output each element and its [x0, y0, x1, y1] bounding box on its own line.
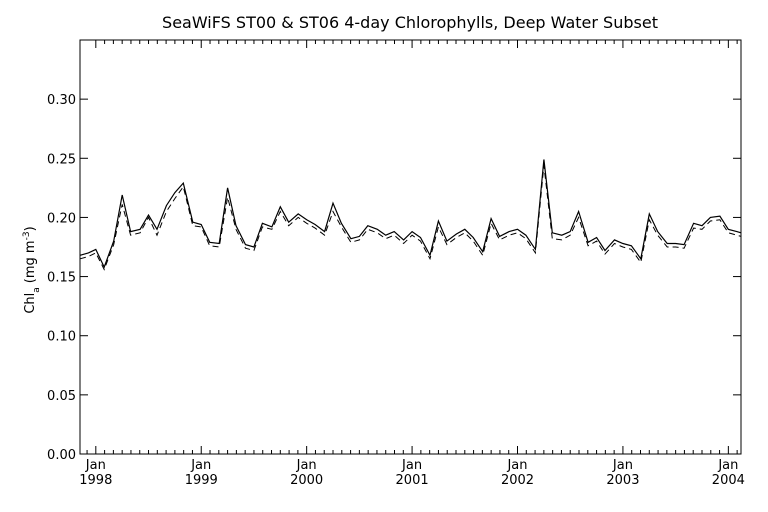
y-tick-label: 0.20 — [47, 211, 76, 226]
y-axis-label-unit-sup: -3 — [22, 231, 32, 240]
y-axis: 0.00 0.05 0.10 0.15 0.20 0.25 0.30 — [47, 93, 741, 463]
y-tick-label: 0.00 — [47, 448, 76, 463]
chart-title: SeaWiFS ST00 & ST06 4-day Chlorophylls, … — [162, 13, 658, 32]
x-tick-month-label: Jan — [401, 458, 422, 473]
x-tick-year-label: 1998 — [79, 473, 112, 488]
y-axis-label-base: Chl — [23, 293, 38, 314]
series-layer — [79, 159, 742, 271]
x-tick-month-label: Jan — [190, 458, 211, 473]
y-axis-label: Chla (mg m-3) — [22, 226, 42, 313]
x-tick-year-label: 2002 — [501, 473, 534, 488]
y-tick-label: 0.15 — [47, 271, 76, 286]
series-line-solid — [79, 159, 742, 269]
x-tick-month-label: Jan — [717, 458, 738, 473]
x-tick-year-label: 2000 — [290, 473, 323, 488]
x-tick-month-label: Jan — [296, 458, 317, 473]
y-axis-label-unit: (mg m — [23, 240, 38, 283]
x-tick-month-label: Jan — [85, 458, 106, 473]
y-axis-label-unit-close: ) — [23, 226, 38, 231]
x-tick-month-label: Jan — [612, 458, 633, 473]
x-axis: Jan1998Jan1999Jan2000Jan2001Jan2002Jan20… — [79, 40, 745, 488]
x-tick-year-label: 2003 — [606, 473, 639, 488]
y-tick-label: 0.25 — [47, 152, 76, 167]
x-tick-year-label: 1999 — [185, 473, 218, 488]
x-tick-year-label: 2001 — [396, 473, 429, 488]
series-line-dashed — [79, 165, 742, 271]
plot-frame — [79, 39, 742, 455]
y-axis-label-subscript: a — [32, 287, 42, 293]
x-tick-month-label: Jan — [506, 458, 527, 473]
y-tick-label: 0.30 — [47, 93, 76, 108]
y-tick-label: 0.05 — [47, 389, 76, 404]
x-tick-year-label: 2004 — [712, 473, 745, 488]
y-tick-label: 0.10 — [47, 330, 76, 345]
